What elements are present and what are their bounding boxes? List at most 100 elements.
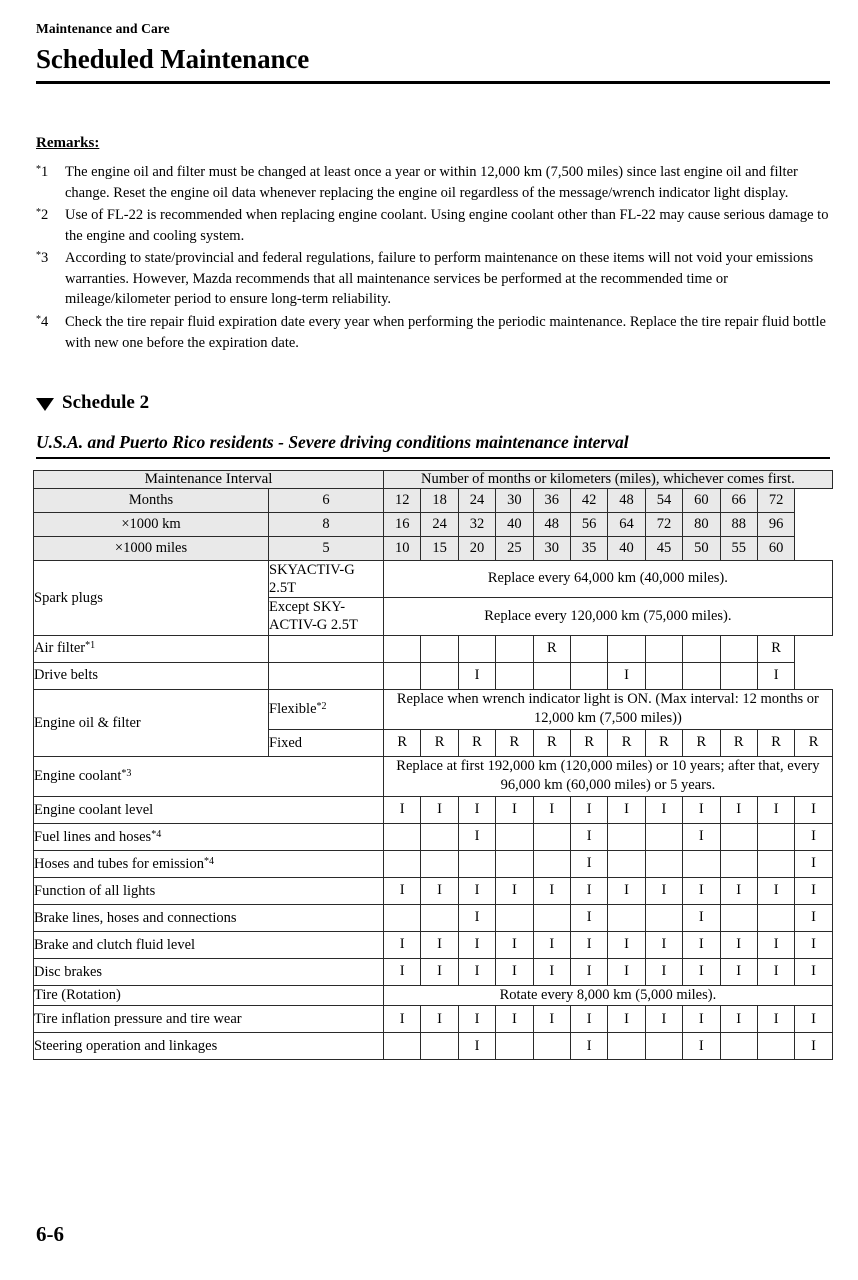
table-row: Except SKY-ACTIV-G 2.5T Replace every 120… [34,597,833,636]
axis-value-cell: 12 [383,488,422,513]
service-mark-cell: I [569,795,609,824]
empty-cell [383,661,422,690]
table-axis-row: Months 6 12 18 24 30 36 42 48 54 60 66 72 [33,488,833,513]
axis-value-cell: 40 [495,512,534,537]
subtype-text: Except SKY-ACTIV-G 2.5T [269,599,358,634]
service-mark-cell: I [457,661,497,690]
empty-cell [682,849,721,878]
label-text: Steering operation and linkages [34,1038,218,1055]
maintenance-table-wrapper: Maintenance Interval Number of months or… [32,470,833,1061]
service-mark-cell: I [420,795,459,824]
empty-cell [420,903,459,932]
empty-cell [420,1032,459,1061]
service-mark-cell: I [607,930,646,959]
service-mark-cell: I [495,795,534,824]
axis-value-cell: 42 [569,488,609,513]
empty-cell [383,822,422,851]
label-text: Hoses and tubes for emission [34,855,204,872]
service-mark-cell: I [794,822,833,851]
maintenance-item-label: Spark plugs [33,560,269,636]
schedule-subheading: U.S.A. and Puerto Rico residents - Sever… [36,432,830,459]
empty-cell [756,822,796,851]
service-mark-cell: I [682,795,721,824]
service-mark-cell: I [420,1005,459,1034]
empty-cell [644,661,684,690]
service-mark-cell: I [607,957,646,986]
service-mark-cell: I [532,957,571,986]
axis-row-label: ×1000 km [33,512,269,537]
axis-value-cell: 25 [495,536,534,561]
service-mark-cell: I [607,795,646,824]
service-mark-cell: I [569,822,609,851]
axis-value-cell: 56 [569,512,609,537]
label-text: Fuel lines and hoses [34,828,152,845]
maintenance-item-subtype: Except SKY-ACTIV-G 2.5T [267,597,385,636]
table-row: Function of all lights I I I I I I I I I I I I [32,876,833,905]
remark-text: The engine oil and filter must be change… [65,164,798,201]
empty-cell [719,822,758,851]
table-row: Engine oil & filter Flexible*2 Replace whe… [33,688,833,757]
empty-cell [756,903,796,932]
service-mark-cell: I [569,876,609,905]
service-mark-cell: I [794,849,833,878]
empty-cell [682,661,721,690]
remark-text: Use of FL-22 is recommended when replaci… [65,207,829,244]
service-mark-cell: I [756,795,796,824]
service-mark-cell: I [644,930,684,959]
service-mark-cell: I [457,822,497,851]
empty-cell [383,849,422,878]
header-rule [36,80,830,84]
axis-value-cell: 24 [420,512,459,537]
service-mark-cell: I [644,1005,684,1034]
empty-cell [457,634,497,663]
service-mark-cell: R [457,728,497,757]
service-mark-cell: R [794,728,833,757]
empty-cell [420,849,459,878]
empty-cell [719,849,758,878]
service-mark-cell: I [457,903,497,932]
interval-message-cell: Rotate every 8,000 km (5,000 miles). [383,984,833,1007]
empty-cell [719,634,758,663]
empty-cell [457,849,497,878]
table-header-row-span: Maintenance Interval Number of months or… [32,470,833,489]
service-mark-cell: I [569,957,609,986]
table-row: Air filter*1 R R [33,634,833,663]
empty-cell [532,1032,571,1061]
service-mark-cell: I [682,822,721,851]
empty-cell [644,849,684,878]
service-mark-cell: I [457,876,497,905]
label-text: Drive belts [34,667,99,684]
maintenance-item-label: Engine oil & filter [33,688,269,757]
service-mark-cell: R [532,634,571,663]
empty-cell [719,903,758,932]
empty-cell [267,634,385,663]
service-mark-cell: I [719,795,758,824]
service-mark-cell: I [457,795,497,824]
empty-cell [682,634,721,663]
empty-cell [607,822,646,851]
axis-value-cell: 35 [569,536,609,561]
maintenance-item-label: Engine coolant*3 [32,755,385,797]
remark-marker: *4 [36,313,49,331]
remark-item: *1 The engine oil and filter must be chan… [36,162,830,203]
service-mark-cell: I [644,795,684,824]
remark-item: *2 Use of FL-22 is recommended when repla… [36,205,830,246]
schedule-label: Schedule 2 [62,392,150,413]
service-mark-cell: I [794,795,833,824]
service-mark-cell: I [682,903,721,932]
maintenance-item-label: Function of all lights [32,876,385,905]
table-row: Tire inflation pressure and tire wear I I I… [32,1005,833,1034]
service-mark-cell: I [532,1005,571,1034]
label-text: Tire (Rotation) [34,987,121,1004]
table-row: Fuel lines and hoses*4 I I I I [32,822,833,851]
footnote-marker: *3 [121,767,132,779]
footnote-marker: *4 [151,828,162,840]
axis-value-cell: 54 [644,488,684,513]
empty-cell [383,903,422,932]
remark-marker: *1 [36,163,49,180]
remark-item: *3 According to state/provincial and fede… [36,248,830,310]
service-mark-cell: I [719,1005,758,1034]
remarks-section: Remarks: *1 The engine oil and filter mus… [36,134,830,355]
service-mark-cell: R [383,728,422,757]
service-mark-cell: I [495,957,534,986]
